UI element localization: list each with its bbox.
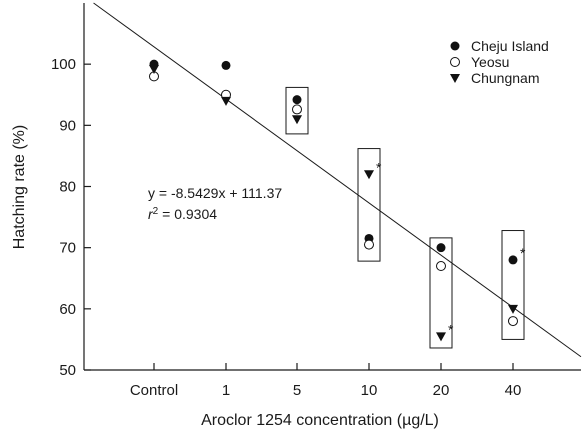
- significance-star: *: [520, 245, 526, 261]
- series-cheju-island: [149, 59, 518, 265]
- x-tick-label: 10: [361, 382, 378, 399]
- series-chungnam: [149, 65, 518, 342]
- r-squared-exponent: 2: [153, 206, 159, 217]
- y-tick-label: 50: [59, 362, 76, 379]
- y-tick-label: 90: [59, 117, 76, 134]
- legend-item-cheju-island: Cheju Island: [450, 38, 549, 54]
- point-chungnam-20: [436, 332, 446, 342]
- y-tick-label: 60: [59, 301, 76, 318]
- significance-star: *: [448, 321, 454, 337]
- legend-label: Chungnam: [471, 70, 540, 86]
- point-cheju-island-5: [292, 95, 302, 105]
- point-cheju-island-20: [436, 243, 446, 253]
- trend-line: [93, 2, 582, 358]
- equation-label: y = -8.5429x + 111.37: [148, 185, 282, 201]
- x-axis-title: Aroclor 1254 concentration (µg/L): [201, 412, 439, 429]
- point-yeosu-5: [292, 104, 302, 115]
- y-axis-title: Hatching rate (%): [11, 125, 28, 250]
- point-chungnam-10: [364, 170, 374, 180]
- box-5: [285, 86, 309, 135]
- point-chungnam-1: [221, 96, 231, 106]
- legend-label: Yeosu: [471, 54, 509, 70]
- point-chungnam-40: [508, 304, 518, 314]
- highlight-boxes: [285, 86, 525, 349]
- point-cheju-island-1: [221, 60, 231, 70]
- y-tick-label: 70: [59, 240, 76, 257]
- point-cheju-island-40: [508, 255, 518, 265]
- legend-marker: [450, 74, 460, 83]
- x-tick-label: 1: [222, 382, 230, 399]
- r-squared-label: r2 = 0.9304: [148, 206, 217, 223]
- point-yeosu-10: [364, 239, 374, 250]
- box-20: [429, 237, 453, 349]
- point-chungnam-5: [292, 115, 302, 125]
- y-tick-label: 80: [59, 179, 76, 196]
- point-chungnam-control: [149, 65, 159, 75]
- r-squared-symbol: r: [148, 206, 154, 222]
- legend-item-chungnam: Chungnam: [450, 70, 540, 86]
- r-squared-value: = 0.9304: [158, 206, 217, 222]
- x-tick-label: 40: [505, 382, 522, 399]
- point-yeosu-40: [508, 316, 518, 327]
- point-yeosu-20: [436, 261, 446, 272]
- significance-star: *: [376, 159, 382, 175]
- box-40: [501, 230, 525, 340]
- x-ticks: Control 1 5 10 20 40: [130, 363, 522, 399]
- data-points: [149, 59, 518, 342]
- x-tick-label: 5: [293, 382, 301, 399]
- x-tick-label: 20: [433, 382, 450, 399]
- x-tick-label: Control: [130, 382, 178, 399]
- legend-item-yeosu: Yeosu: [450, 54, 509, 70]
- box-10: [357, 148, 381, 262]
- significance-marks: * * *: [376, 159, 526, 337]
- y-tick-label: 100: [51, 56, 76, 73]
- series-yeosu: [149, 71, 518, 327]
- legend-marker: [450, 41, 460, 51]
- y-ticks: 50 60 70 80 90 100: [51, 56, 91, 379]
- legend-marker: [450, 57, 460, 67]
- legend-label: Cheju Island: [471, 38, 549, 54]
